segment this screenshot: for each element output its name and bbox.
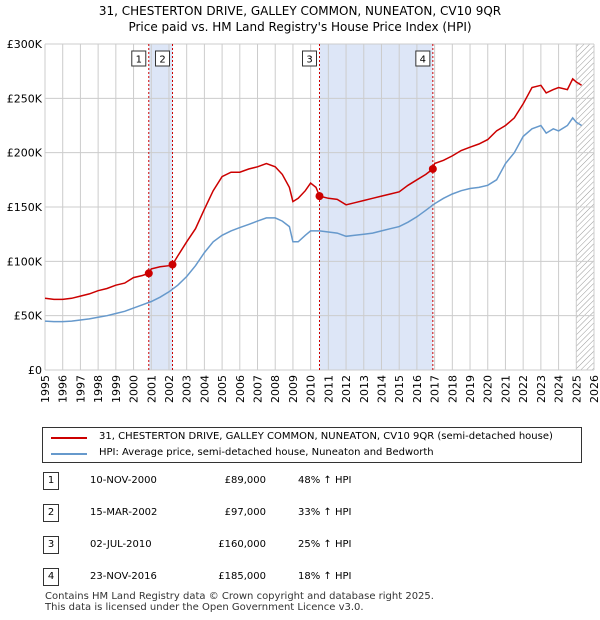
transaction-point (144, 269, 153, 278)
footer-licence: This data is licensed under the Open Gov… (45, 602, 364, 613)
transaction-date: 23-NOV-2016 (90, 571, 157, 582)
legend-label-property: 31, CHESTERTON DRIVE, GALLEY COMMON, NUN… (99, 431, 553, 442)
transaction-number: 2 (43, 504, 59, 522)
transaction-date: 02-JUL-2010 (90, 539, 152, 550)
y-tick-label: £100K (7, 255, 43, 268)
transaction-row: 1 10-NOV-2000 £89,000 48% ↑ HPI (40, 472, 400, 492)
x-tick-label: 2019 (464, 375, 477, 403)
x-tick-label: 2013 (358, 375, 371, 403)
transaction-number: 3 (43, 536, 59, 554)
transaction-marker-box (155, 50, 171, 67)
x-tick-label: 2020 (482, 375, 495, 403)
transaction-price: £89,000 (224, 475, 266, 486)
x-tick-label: 2012 (340, 375, 353, 403)
y-tick-label: £200K (7, 147, 43, 160)
x-tick-label: 1995 (39, 375, 52, 403)
x-tick-label: 1998 (92, 375, 105, 403)
y-tick-label: £0 (28, 364, 42, 377)
x-tick-label: 1997 (74, 375, 87, 403)
x-tick-label: 2005 (216, 375, 229, 403)
x-tick-label: 2025 (570, 375, 583, 403)
y-tick-label: £150K (7, 201, 43, 214)
x-tick-label: 2000 (128, 375, 141, 403)
chart-title-subtitle: Price paid vs. HM Land Registry's House … (128, 20, 472, 34)
x-tick-label: 2001 (145, 375, 158, 403)
transaction-date: 10-NOV-2000 (90, 475, 157, 486)
transaction-marker-label: 1 (136, 55, 142, 66)
transaction-hpi-change: 25% ↑ HPI (298, 539, 352, 550)
transaction-point (168, 260, 177, 269)
x-tick-label: 2014 (375, 375, 388, 403)
x-tick-label: 1996 (57, 375, 70, 403)
x-tick-label: 2003 (181, 375, 194, 403)
x-tick-label: 2022 (517, 375, 530, 403)
transaction-marker-label: 2 (159, 55, 165, 66)
transaction-number: 1 (43, 472, 59, 490)
x-tick-label: 2021 (499, 375, 512, 403)
transaction-price: £97,000 (224, 507, 266, 518)
legend: 31, CHESTERTON DRIVE, GALLEY COMMON, NUN… (42, 427, 582, 463)
footer-copyright: Contains HM Land Registry data © Crown c… (45, 591, 434, 602)
x-tick-label: 2010 (305, 375, 318, 403)
transaction-point (428, 164, 437, 173)
x-tick-label: 2009 (287, 375, 300, 403)
transaction-hpi-change: 48% ↑ HPI (298, 475, 352, 486)
price-chart: £0 £50K £100K £150K £200K £250K £300K 1995 1996 1… (7, 38, 600, 403)
series-line-hpi (44, 116, 582, 323)
x-tick-label: 2018 (446, 375, 459, 403)
transaction-row: 3 02-JUL-2010 £160,000 25% ↑ HPI (40, 536, 400, 556)
legend-label-hpi: HPI: Average price, semi-detached house,… (99, 447, 434, 458)
y-tick-label: £250K (7, 92, 43, 105)
transaction-row: 4 23-NOV-2016 £185,000 18% ↑ HPI (40, 568, 400, 588)
transaction-date: 15-MAR-2002 (90, 507, 158, 518)
x-tick-label: 2006 (234, 375, 247, 403)
x-tick-label: 2007 (252, 375, 265, 403)
legend-swatch-hpi (51, 453, 87, 455)
legend-swatch-property (51, 437, 87, 439)
transaction-marker-box (302, 50, 317, 67)
x-tick-label: 2026 (588, 375, 600, 403)
transaction-number: 4 (43, 568, 59, 586)
transaction-price: £160,000 (218, 539, 266, 550)
transaction-row: 2 15-MAR-2002 £97,000 33% ↑ HPI (40, 504, 400, 524)
transaction-price: £185,000 (218, 571, 266, 582)
x-tick-label: 2011 (322, 375, 335, 403)
x-tick-label: 2008 (269, 375, 282, 403)
transaction-marker-box (415, 50, 431, 67)
x-tick-label: 2016 (411, 375, 424, 403)
x-tick-label: 2017 (429, 375, 442, 403)
x-tick-label: 2023 (535, 375, 548, 403)
transaction-marker-label: 3 (306, 55, 312, 66)
transaction-marker-label: 4 (420, 55, 426, 66)
x-tick-label: 2004 (198, 375, 211, 403)
series-line-property (44, 77, 582, 301)
transaction-marker-box (131, 50, 147, 67)
y-tick-label: £50K (14, 310, 43, 323)
transaction-point (315, 192, 324, 201)
x-tick-label: 2002 (163, 375, 176, 403)
chart-title-address: 31, CHESTERTON DRIVE, GALLEY COMMON, NUN… (98, 4, 502, 18)
x-tick-label: 2024 (553, 375, 566, 403)
y-tick-label: £300K (7, 38, 43, 51)
transaction-hpi-change: 33% ↑ HPI (298, 507, 352, 518)
x-tick-label: 2015 (393, 375, 406, 403)
x-tick-label: 1999 (110, 375, 123, 403)
transaction-hpi-change: 18% ↑ HPI (298, 571, 352, 582)
